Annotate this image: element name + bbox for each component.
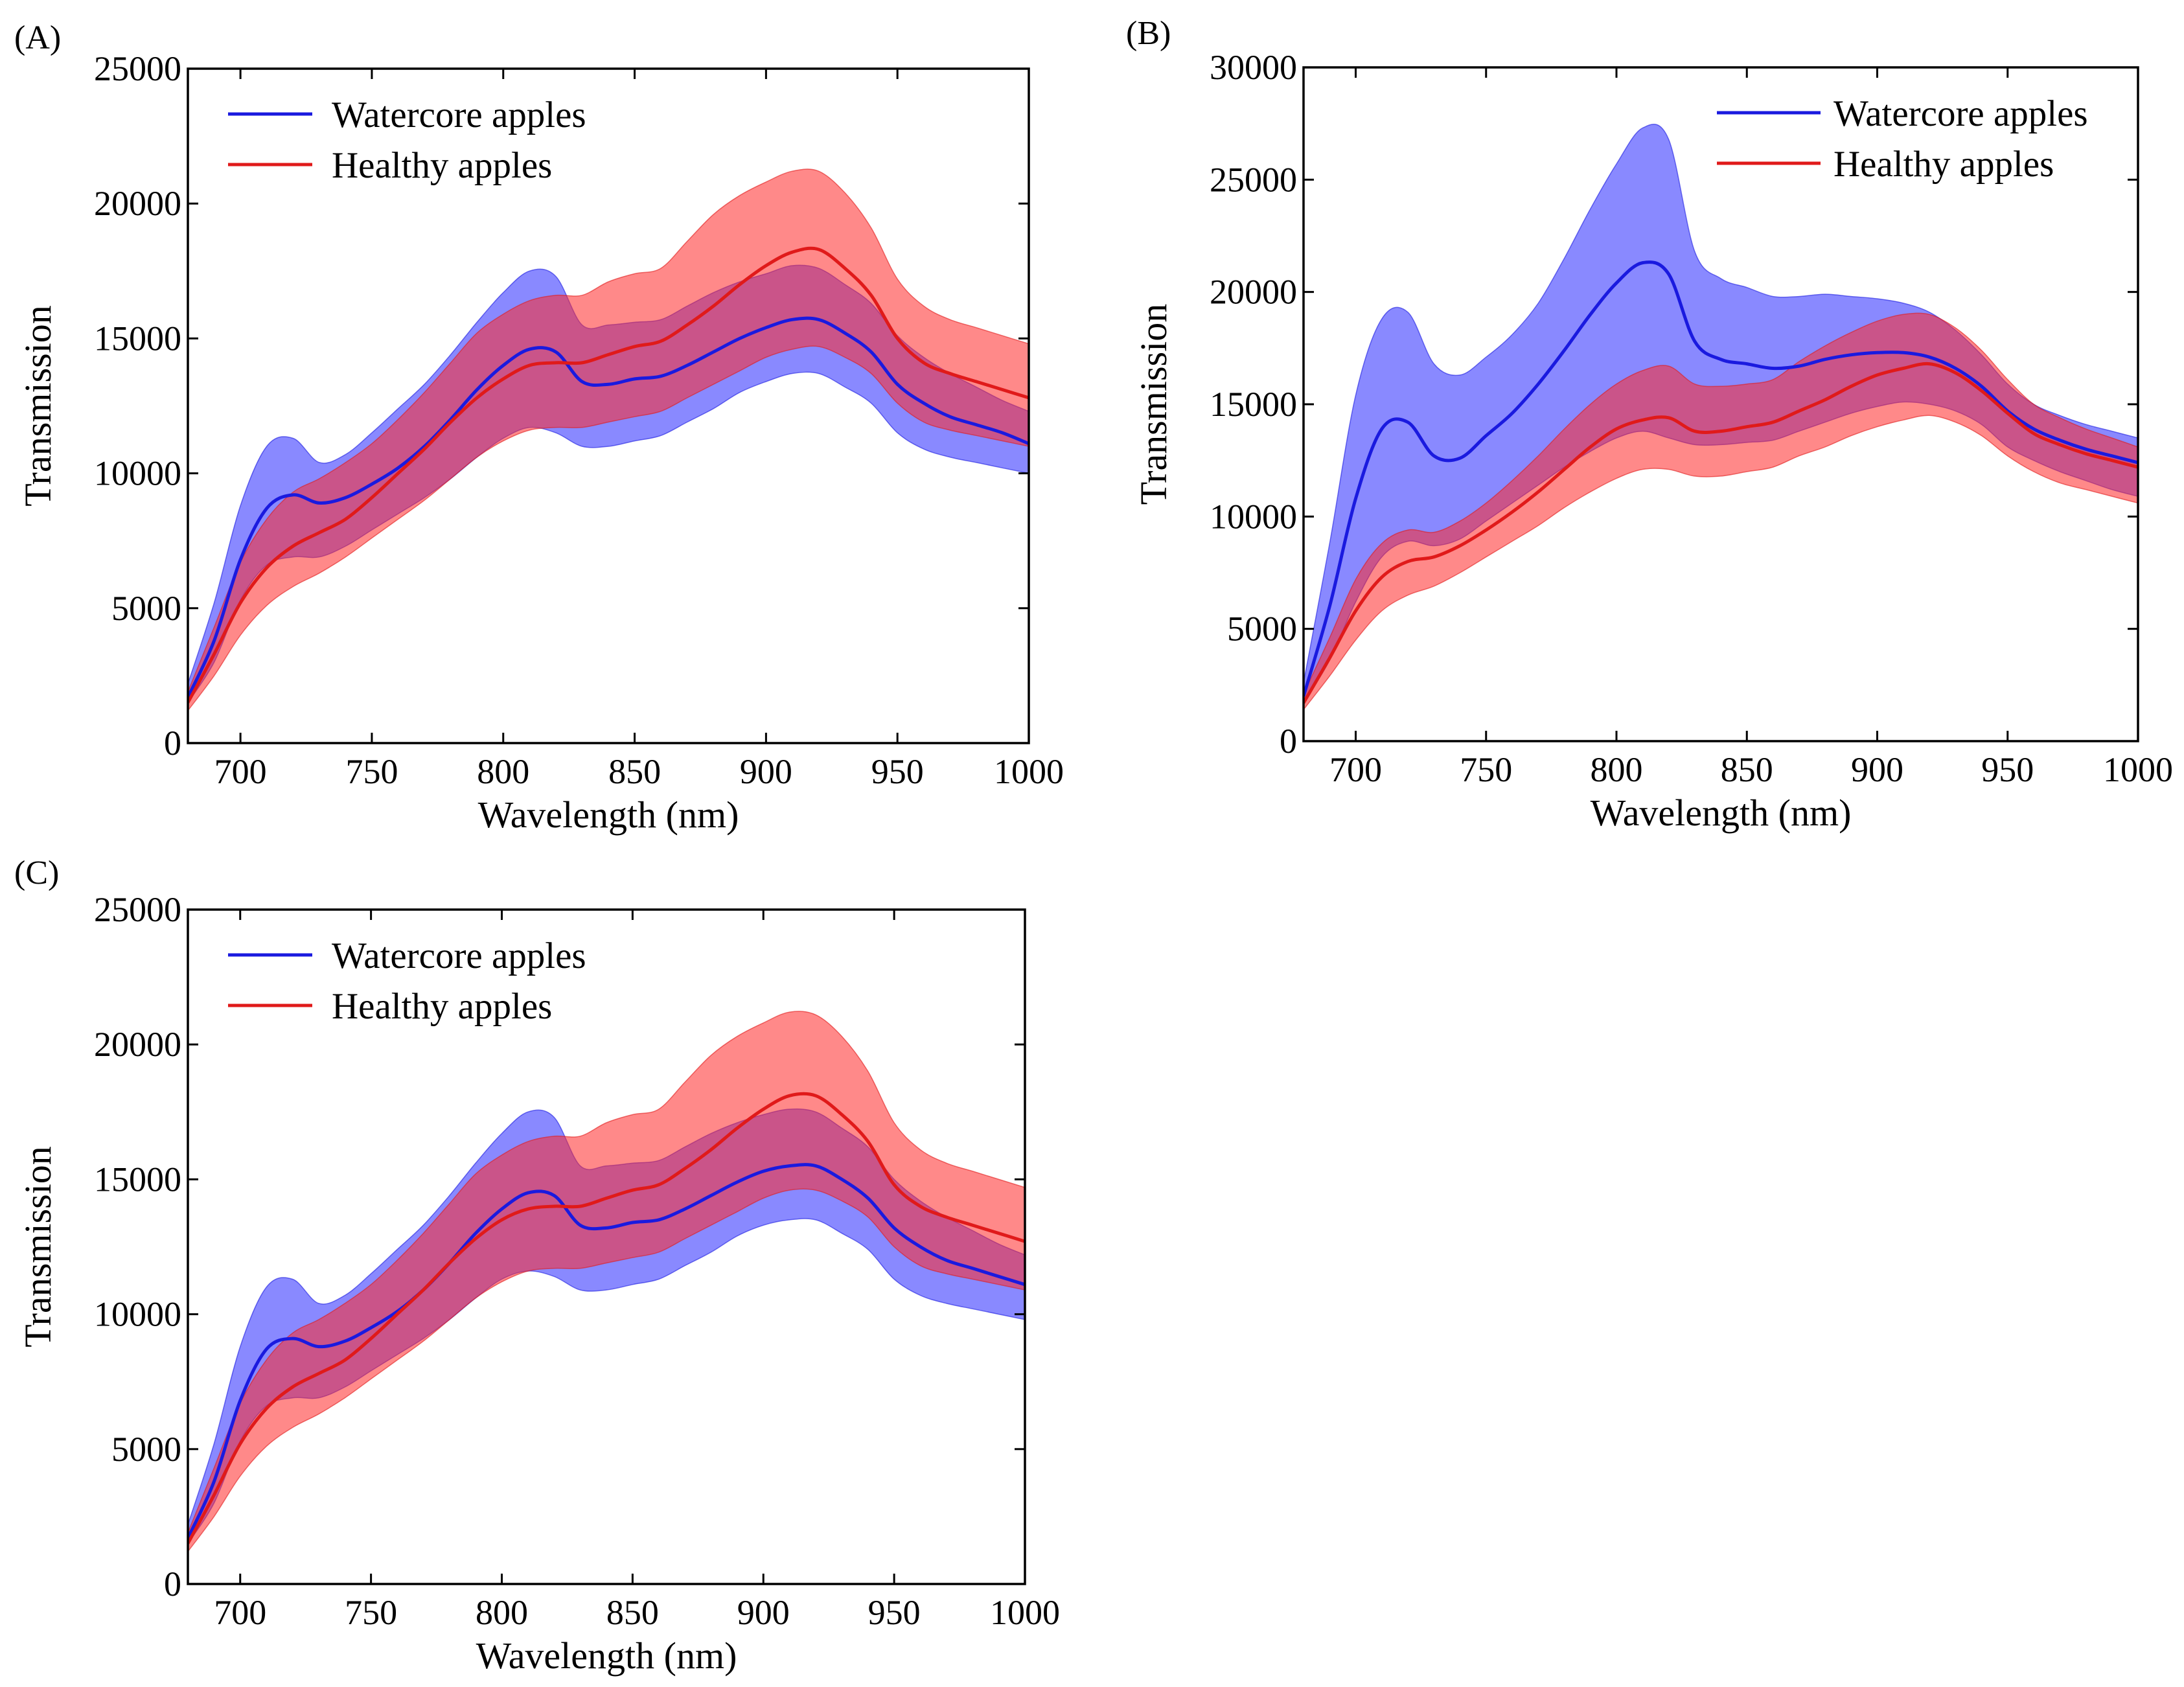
x-tick-label: 1000: [2103, 750, 2173, 789]
y-tick-label: 20000: [94, 184, 181, 223]
panel-label: (C): [14, 855, 59, 891]
plot-area: [1304, 123, 2138, 711]
healthy-mean-line: [1304, 362, 2138, 704]
legend: Watercore apples Healthy apples: [1717, 93, 2088, 185]
x-axis-title: Wavelength (nm): [1591, 792, 1852, 834]
y-tick-label: 15000: [94, 1160, 181, 1199]
x-tick-label: 850: [606, 1593, 659, 1632]
x-tick-label: 700: [214, 1593, 266, 1632]
x-tick-label: 750: [1460, 750, 1512, 789]
y-tick-label: 30000: [1210, 48, 1297, 87]
x-tick-label: 850: [1721, 750, 1773, 789]
y-axis-title: Transmission: [1132, 304, 1175, 505]
y-tick-label: 10000: [94, 1295, 181, 1334]
legend-label-watercore: Watercore apples: [332, 935, 586, 976]
x-tick-label: 900: [740, 752, 792, 791]
x-tick-label: 950: [871, 752, 924, 791]
y-tick-label: 5000: [111, 589, 181, 628]
y-tick-label: 25000: [1210, 160, 1297, 199]
y-tick-label: 5000: [1227, 610, 1297, 648]
x-tick-label: 800: [476, 1593, 528, 1632]
x-tick-label: 750: [345, 752, 398, 791]
x-tick-label: 900: [737, 1593, 790, 1632]
y-tick-label: 20000: [1210, 273, 1297, 312]
plot-area: [188, 1011, 1025, 1553]
healthy-band: [188, 168, 1029, 712]
legend: Watercore apples Healthy apples: [228, 935, 586, 1027]
x-tick-label: 950: [1981, 750, 2034, 789]
legend-label-watercore: Watercore apples: [1833, 93, 2088, 134]
x-tick-label: 700: [214, 752, 267, 791]
legend-label-healthy: Healthy apples: [1833, 144, 2054, 185]
x-tick-label: 1000: [990, 1593, 1060, 1632]
chart-panel-2: (B)700 750 800 850 900 950 1000050001000015000…: [1126, 15, 2173, 834]
watercore-mean-line: [1304, 260, 2138, 697]
y-tick-label: 25000: [94, 890, 181, 929]
y-axis-title: Transmission: [17, 1146, 59, 1348]
y-tick-label: 5000: [111, 1430, 181, 1469]
chart-panel-1: (A)700 750 800 850 900 950 1000050001000015000…: [14, 19, 1064, 836]
legend-label-healthy: Healthy apples: [332, 145, 552, 186]
plot-area: [188, 168, 1029, 712]
y-tick-label: 10000: [1210, 497, 1297, 536]
healthy-mean-line: [188, 1092, 1025, 1544]
y-axis-title: Transmission: [17, 305, 59, 507]
y-tick-label: 15000: [94, 319, 181, 358]
panel-label: (B): [1126, 15, 1171, 52]
x-tick-label: 850: [608, 752, 661, 791]
chart-panel-3: (C)700 750 800 850 900 950 1000050001000015000…: [14, 855, 1060, 1677]
watercore-mean-line: [188, 1163, 1025, 1539]
healthy-mean-line: [188, 246, 1029, 704]
y-tick-label: 10000: [94, 454, 181, 493]
x-tick-label: 1000: [994, 752, 1064, 791]
y-tick-label: 20000: [94, 1025, 181, 1064]
x-tick-label: 900: [1851, 750, 1903, 789]
x-tick-label: 950: [868, 1593, 921, 1632]
panel-label: (A): [14, 19, 61, 56]
y-tick-label: 0: [164, 1565, 181, 1603]
x-tick-label: 700: [1329, 750, 1382, 789]
watercore-mean-line: [188, 316, 1029, 698]
y-tick-label: 15000: [1210, 385, 1297, 424]
legend: Watercore apples Healthy apples: [228, 95, 586, 186]
legend-label-healthy: Healthy apples: [332, 986, 552, 1027]
healthy-band: [188, 1011, 1025, 1553]
x-axis-title: Wavelength (nm): [476, 1635, 737, 1677]
x-tick-label: 800: [477, 752, 529, 791]
plot-frame: [187, 67, 1030, 744]
y-tick-label: 25000: [94, 49, 181, 88]
x-tick-label: 750: [345, 1593, 397, 1632]
legend-label-watercore: Watercore apples: [332, 95, 586, 135]
x-axis-title: Wavelength (nm): [478, 794, 739, 836]
y-tick-label: 0: [164, 724, 181, 763]
y-tick-label: 0: [1280, 722, 1297, 761]
plot-frame: [187, 908, 1026, 1585]
x-tick-label: 800: [1591, 750, 1643, 789]
